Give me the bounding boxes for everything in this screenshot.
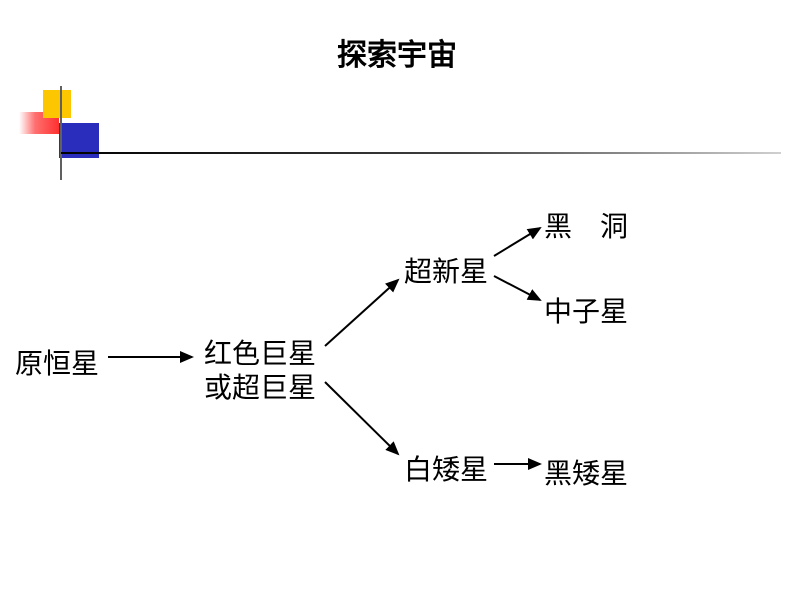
arrows-layer	[0, 0, 794, 596]
arrow	[494, 228, 540, 256]
arrow	[325, 382, 398, 454]
arrow	[494, 276, 540, 300]
node-whitedwarf: 白矮星	[404, 448, 488, 488]
node-blackhole: 黑 洞	[544, 205, 628, 245]
node-supernova: 超新星	[404, 250, 488, 290]
deco-vertical-line	[60, 86, 62, 180]
deco-yellow-square	[43, 90, 71, 118]
deco-horizontal-line	[61, 152, 781, 154]
node-redgiant-l2: 或超巨星	[204, 366, 316, 406]
node-protostar: 原恒星	[15, 342, 99, 382]
node-blackdwarf: 黑矮星	[544, 452, 628, 492]
slide-title: 探索宇宙	[337, 30, 457, 74]
node-neutronstar: 中子星	[544, 290, 628, 330]
arrow	[325, 280, 398, 346]
